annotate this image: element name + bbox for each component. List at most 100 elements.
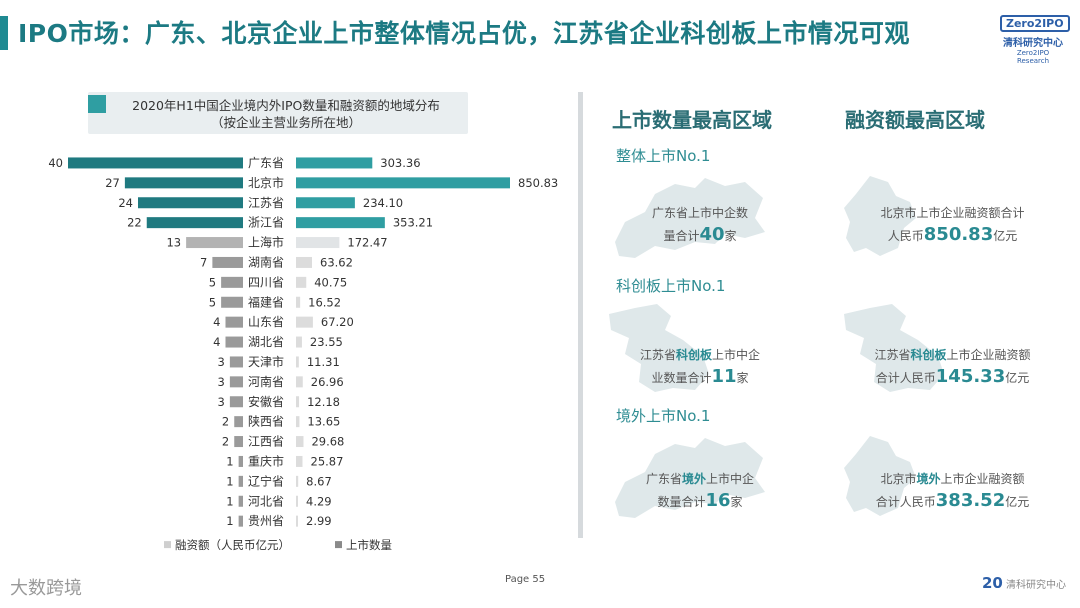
amount-bar-1 [296,177,510,189]
amount-label-9: 23.55 [310,335,343,349]
legend-marker-count [335,541,342,549]
chart-title-line2: （按企业主营业务所在地） [210,115,361,130]
section1-left-caption: 广东省上市中企数 量合计40家 [625,202,775,247]
logo-cn-text: 清科研究中心 [1003,38,1063,49]
category-label-6: 四川省 [248,275,284,289]
category-label-10: 天津市 [248,354,284,369]
count-bar-0 [68,157,243,169]
amount-bar-10 [296,356,299,368]
count-label-10: 3 [218,355,225,369]
count-label-7: 5 [209,295,216,309]
amount-bar-7 [296,296,301,308]
count-label-5: 7 [200,255,207,269]
amount-bar-15 [296,455,303,467]
count-label-1: 27 [105,176,120,190]
amount-label-1: 850.83 [518,176,558,190]
s1l-line2: 量合计40家 [625,224,775,247]
s2l-line2b: 家 [736,371,749,385]
count-label-16: 1 [226,474,233,488]
count-label-8: 4 [213,315,220,329]
amount-bar-6 [296,276,307,288]
footer-brand-text: 清科研究中心 [1006,580,1066,591]
amount-label-10: 11.31 [307,355,340,369]
s2l-line1b: 上市中企 [712,348,761,362]
category-label-17: 河北省 [248,494,284,508]
s2l-line2: 业数量合计11家 [625,366,775,389]
amount-bar-5 [296,256,313,268]
count-label-14: 2 [222,435,229,449]
amount-label-3: 353.21 [393,216,433,230]
s2r-line2b: 亿元 [1005,371,1030,385]
s3r-line1a: 北京市 [880,472,917,486]
s3r-line1: 北京市境外上市企业融资额 [860,468,1045,490]
category-label-13: 陕西省 [248,414,284,429]
count-label-3: 22 [127,216,142,230]
amount-bar-11 [296,376,303,388]
amount-bar-16 [296,475,299,487]
s3r-line2a: 合计人民币 [875,495,936,509]
category-label-16: 辽宁省 [248,473,284,488]
amount-label-13: 13.65 [307,415,340,429]
s1r-line1: 北京市上市企业融资额合计 [880,206,1025,220]
s3l-line1b: 上市中企 [706,472,755,486]
amount-bar-18 [296,515,298,527]
count-bar-6 [221,276,243,288]
footer-brand-num: 20 [981,574,1003,592]
count-bar-8 [225,316,243,328]
beijing-map-icon [844,176,916,256]
amount-label-15: 25.87 [311,454,344,468]
amount-label-12: 12.18 [307,395,340,409]
s1r-line2a: 人民币 [887,229,924,243]
count-bar-3 [146,217,243,229]
section3-left-caption: 广东省境外上市中企 数量合计16家 [625,468,775,513]
chart-title-marker [88,95,106,113]
s2l-num: 11 [711,366,737,387]
count-bar-4 [186,237,243,249]
category-label-14: 江西省 [248,435,284,449]
amount-label-6: 40.75 [314,275,347,289]
legend-marker-amount [164,541,171,549]
category-label-3: 浙江省 [248,216,284,230]
category-label-18: 贵州省 [248,514,284,528]
count-label-0: 40 [48,156,63,170]
s3l-line1a: 广东省 [645,472,682,486]
amount-label-16: 8.67 [306,474,332,488]
category-label-1: 北京市 [248,175,284,190]
s3l-line2b: 家 [730,495,743,509]
s2r-line1a: 江苏省 [874,348,911,362]
amount-bar-3 [296,217,385,229]
section1-subtitle: 整体上市No.1 [616,147,711,165]
s2r-num: 145.33 [935,366,1006,387]
s3r-line1b: 上市企业融资额 [940,472,1025,486]
category-label-11: 河南省 [248,374,284,389]
count-bar-10 [229,356,243,368]
amount-label-5: 63.62 [320,255,353,269]
s1l-line2a: 量合计 [663,229,700,243]
category-label-2: 江苏省 [248,196,284,210]
count-bar-11 [229,376,243,388]
category-label-7: 福建省 [248,294,284,309]
s2l-line1a: 江苏省 [639,348,676,362]
s2l-line2a: 业数量合计 [651,371,712,385]
category-label-0: 广东省 [248,156,284,170]
amount-bar-14 [296,436,304,448]
s2r-hl: 科创板 [910,348,947,362]
count-label-6: 5 [209,275,216,289]
count-label-2: 24 [118,196,133,210]
section2-subtitle: 科创板上市No.1 [616,277,726,295]
chart-title-box [88,92,468,134]
count-bar-15 [238,455,243,467]
category-label-4: 上海市 [248,235,284,250]
section1-right-caption: 北京市上市企业融资额合计 人民币850.83亿元 [860,202,1045,247]
s1l-line1: 广东省上市中企数 [651,206,748,220]
count-bar-18 [238,515,243,527]
s2r-line1: 江苏省科创板上市企业融资额 [860,344,1045,366]
guangdong-map-icon-2 [615,438,765,518]
amount-label-0: 303.36 [380,156,420,170]
logo-en-text: Zero2IPO Research [1016,49,1050,65]
s3l-hl: 境外 [681,472,706,486]
jiangsu-map-icon-2 [844,304,944,392]
amount-bar-0 [296,157,373,169]
s3l-num: 16 [705,490,731,511]
amount-bar-12 [296,396,300,408]
